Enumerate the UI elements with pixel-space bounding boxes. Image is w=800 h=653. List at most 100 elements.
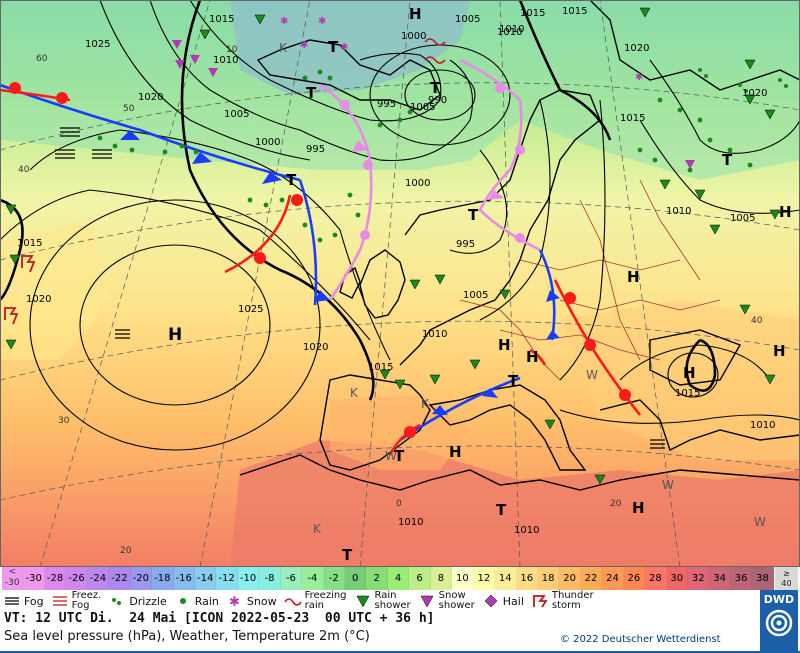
scale-cell: -8	[259, 567, 281, 590]
svg-text:✱: ✱	[340, 42, 348, 53]
cold-front-barbs	[120, 130, 560, 415]
legend-item: Fog	[2, 590, 44, 612]
pressure-label: 1010	[497, 27, 522, 38]
low-label: T	[306, 84, 317, 102]
shower-symbols	[5, 7, 781, 485]
legend-label: Rain shower	[374, 590, 411, 611]
thunderstorm-icon	[530, 592, 550, 610]
pressure-label: 1015	[675, 388, 700, 399]
warm-front-bumps	[9, 82, 631, 438]
low-label: T	[508, 372, 519, 390]
high-label: H	[409, 5, 422, 23]
pressure-label: 1025	[238, 304, 263, 315]
pressure-label: 1020	[742, 88, 767, 99]
warm-center-label: W	[662, 478, 674, 492]
svg-text:✱: ✱	[280, 16, 288, 27]
hail-icon	[481, 592, 501, 610]
pressure-label: 1015	[562, 6, 587, 17]
map-description: Sea level pressure (hPa), Weather, Tempe…	[4, 629, 370, 644]
legend-label: Snow shower	[438, 590, 475, 611]
pressure-label: 1010	[398, 517, 423, 528]
occluded-front	[319, 58, 541, 301]
scale-cell: 8	[430, 567, 453, 590]
pressure-label: 1005	[455, 14, 480, 25]
scale-cell-first: < -30	[2, 567, 24, 590]
legend-label: Drizzle	[129, 594, 167, 608]
drizzle-icon	[107, 592, 127, 610]
temperature-label: 20	[120, 546, 132, 556]
legend-item: Hail	[481, 590, 524, 612]
cold-center-label: K	[313, 522, 322, 536]
scale-cell: -20	[130, 567, 153, 590]
legend-item: Rain	[173, 590, 219, 612]
legend-item: Drizzle	[107, 590, 167, 612]
temperature-label: 50	[123, 104, 135, 114]
scale-cell: -14	[194, 567, 217, 590]
scale-cell: -26	[66, 567, 88, 590]
scale-end-value: 40	[781, 579, 792, 588]
legend-item: Rain shower	[353, 590, 411, 612]
graticule	[0, 0, 800, 567]
scale-cell: 10	[452, 567, 474, 590]
scale-cell: -2	[323, 567, 345, 590]
legend-item: Freez. Fog	[50, 590, 102, 612]
scale-cell: 30	[666, 567, 688, 590]
pressure-label: 1015	[209, 14, 234, 25]
scale-cell: 18	[537, 567, 560, 590]
rain-shower-icon	[353, 592, 373, 610]
scale-cell: -22	[109, 567, 131, 590]
low-label: T	[342, 546, 353, 564]
pressure-label: 1000	[255, 137, 280, 148]
scale-cell: 4	[387, 567, 410, 590]
svg-text:✱: ✱	[318, 16, 326, 27]
thunderstorm-symbols	[4, 255, 36, 325]
pressure-label: 1005	[730, 213, 755, 224]
legend-label: Freez. Fog	[71, 590, 102, 611]
high-label: H	[168, 325, 182, 345]
scale-cell: 2	[366, 567, 388, 590]
low-label: T	[722, 151, 733, 169]
pressure-label: 1025	[85, 39, 110, 50]
pressure-label: 995	[456, 239, 475, 250]
temperature-color-scale: < -30 -30 -28 -26 -24 -22 -20 -18 -16 -14 -12 -10 -8-…	[2, 567, 774, 590]
scale-cell: -12	[216, 567, 238, 590]
warm-air-africa	[230, 440, 800, 567]
pressure-label: 1015	[620, 113, 645, 124]
scale-cell: -10	[237, 567, 260, 590]
warm-center-label: W	[754, 515, 766, 529]
temperature-labels: 60 50 40 40 30 20 0 10 20	[18, 45, 763, 556]
dwd-logo-text: DWD	[763, 593, 795, 606]
scale-cell: -18	[152, 567, 174, 590]
scale-cell: 16	[516, 567, 538, 590]
low-label: T	[286, 171, 297, 189]
pressure-label: 1010	[213, 55, 238, 66]
legend-label: Hail	[502, 594, 524, 608]
low-label: T	[496, 501, 507, 519]
pressure-label: 1010	[499, 24, 524, 35]
snow-shower-icon	[417, 592, 437, 610]
legend-item: Snow shower	[417, 590, 475, 612]
high-label: H	[632, 499, 645, 517]
legend-label: Snow	[246, 594, 277, 608]
pressure-label: 1010	[514, 525, 539, 536]
svg-text:✱: ✱	[635, 72, 643, 83]
drizzle-symbols	[698, 68, 788, 93]
pressure-label: 1000	[405, 178, 430, 189]
scale-cell: 6	[409, 567, 431, 590]
temp-centers: K K K K W W W W	[279, 41, 766, 536]
scale-cell: 36	[730, 567, 753, 590]
scale-cell: -24	[87, 567, 110, 590]
high-label: H	[526, 348, 539, 366]
high-label: H	[683, 364, 696, 382]
scale-cell: 38	[752, 567, 774, 590]
pressure-label: 1005	[410, 102, 435, 113]
scale-cell: -28	[44, 567, 67, 590]
valid-time-line: VT: 12 UTC Di. 24 Mai [ICON 2022-05-23 0…	[4, 611, 435, 626]
rain-icon	[173, 592, 193, 610]
scale-end-symbol: ≥	[783, 569, 790, 578]
scale-cell: 12	[473, 567, 496, 590]
warm-center-label: W	[385, 449, 397, 463]
scale-end-cell: ≥ 40	[775, 567, 798, 590]
scale-cell: -30	[23, 567, 45, 590]
scale-cell: -6	[280, 567, 303, 590]
